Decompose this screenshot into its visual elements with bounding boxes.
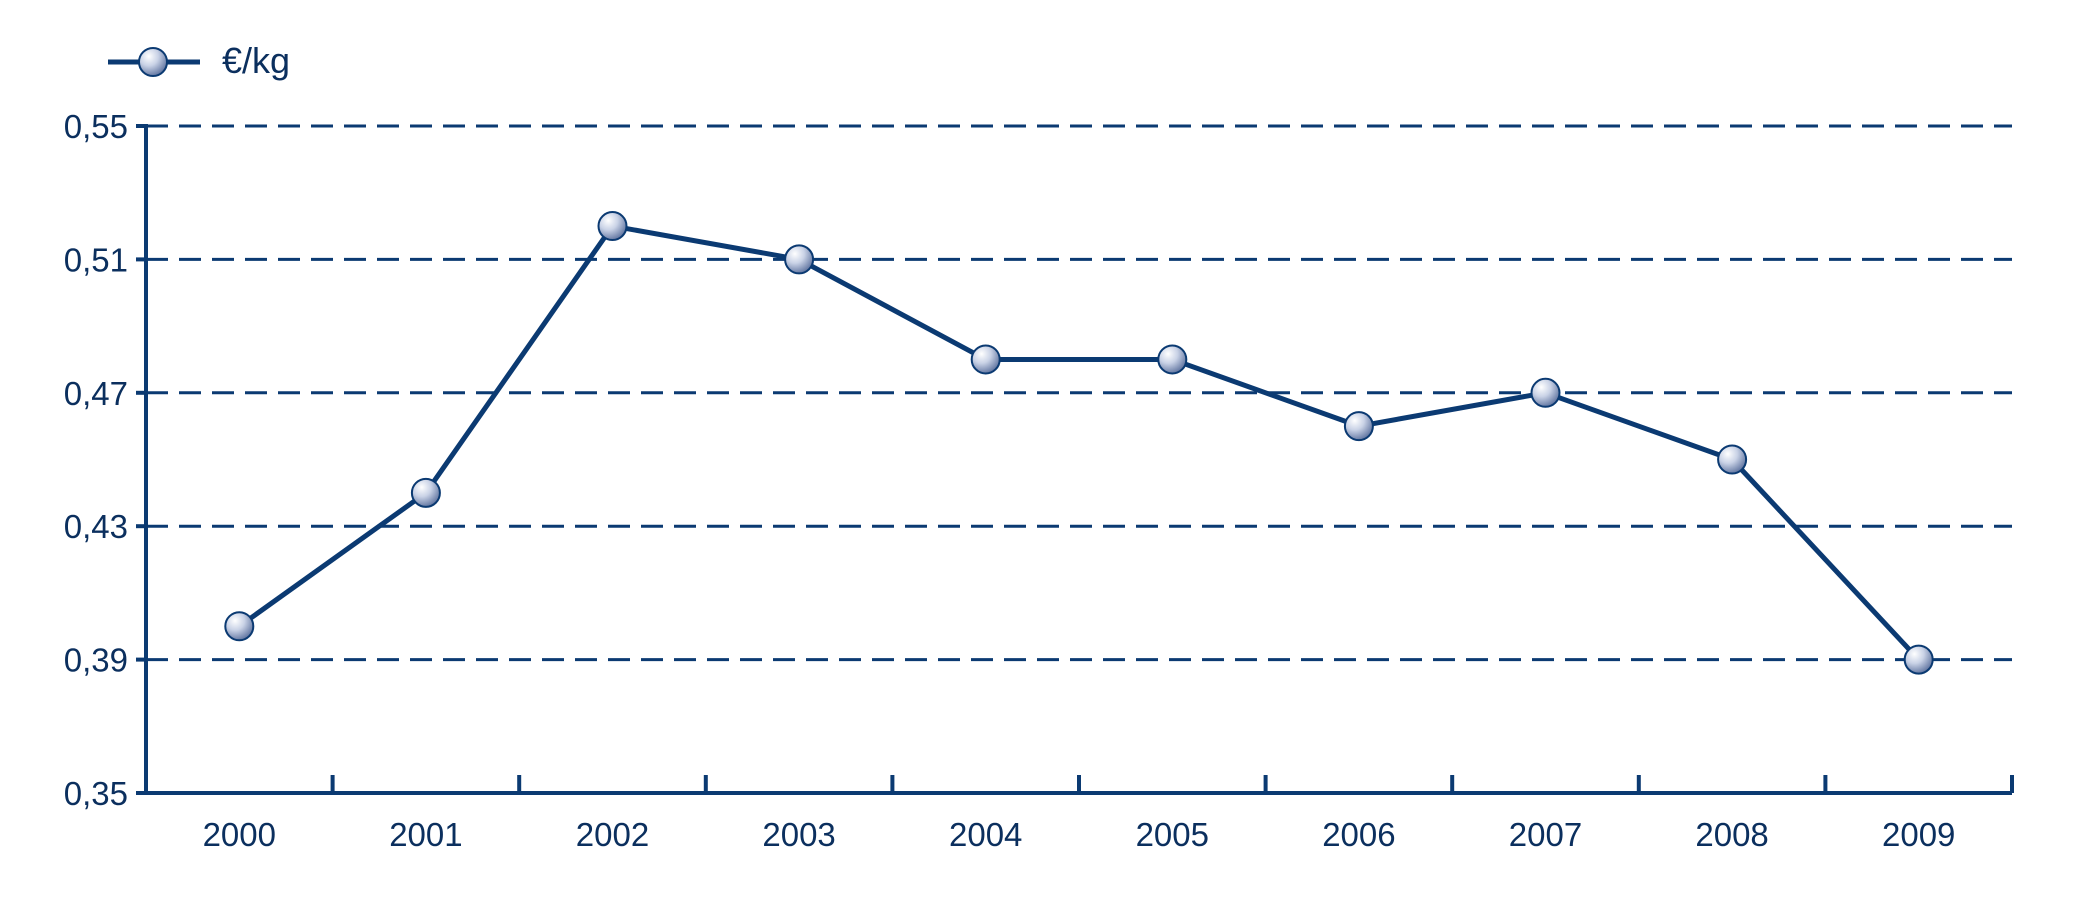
series-markers bbox=[224, 211, 1934, 675]
x-tick-label: 2002 bbox=[576, 816, 649, 853]
x-tick-label: 2006 bbox=[1322, 816, 1395, 853]
y-tick-label: 0,51 bbox=[64, 241, 128, 278]
data-point-marker bbox=[970, 344, 1001, 375]
data-point-marker bbox=[597, 211, 628, 242]
gridlines bbox=[146, 124, 2012, 662]
x-tick-label: 2005 bbox=[1136, 816, 1209, 853]
data-point-marker bbox=[1530, 377, 1561, 408]
x-tick-label: 2001 bbox=[389, 816, 462, 853]
x-tick-label: 2009 bbox=[1882, 816, 1955, 853]
data-point-marker bbox=[410, 477, 441, 508]
y-tick-label: 0,35 bbox=[64, 775, 128, 812]
x-tick-label: 2008 bbox=[1695, 816, 1768, 853]
data-point-marker bbox=[1717, 444, 1748, 475]
data-point-marker bbox=[224, 611, 255, 642]
x-tick-label: 2003 bbox=[762, 816, 835, 853]
x-tick-label: 2007 bbox=[1509, 816, 1582, 853]
data-point-marker bbox=[784, 244, 815, 275]
series-line bbox=[237, 223, 1921, 662]
y-tick-label: 0,43 bbox=[64, 508, 128, 545]
data-point-marker bbox=[1157, 344, 1188, 375]
legend-label: €/kg bbox=[222, 40, 290, 81]
y-axis-tick-labels: 0,35 0,39 0,43 0,47 0,51 0,55 bbox=[64, 108, 128, 812]
series-line-path bbox=[237, 223, 1921, 662]
y-tick-label: 0,47 bbox=[64, 375, 128, 412]
data-point-marker bbox=[1903, 644, 1934, 675]
legend-marker bbox=[138, 47, 168, 77]
x-tick-label: 2004 bbox=[949, 816, 1022, 853]
legend: €/kg bbox=[108, 40, 290, 81]
y-tick-label: 0,55 bbox=[64, 108, 128, 145]
x-tick-label: 2000 bbox=[203, 816, 276, 853]
y-tick-label: 0,39 bbox=[64, 642, 128, 679]
x-axis-tick-labels: 2000 2001 2002 2003 2004 2005 2006 2007 2008 2009 bbox=[203, 816, 1956, 853]
axes bbox=[136, 124, 2014, 795]
data-point-marker bbox=[1343, 411, 1374, 442]
